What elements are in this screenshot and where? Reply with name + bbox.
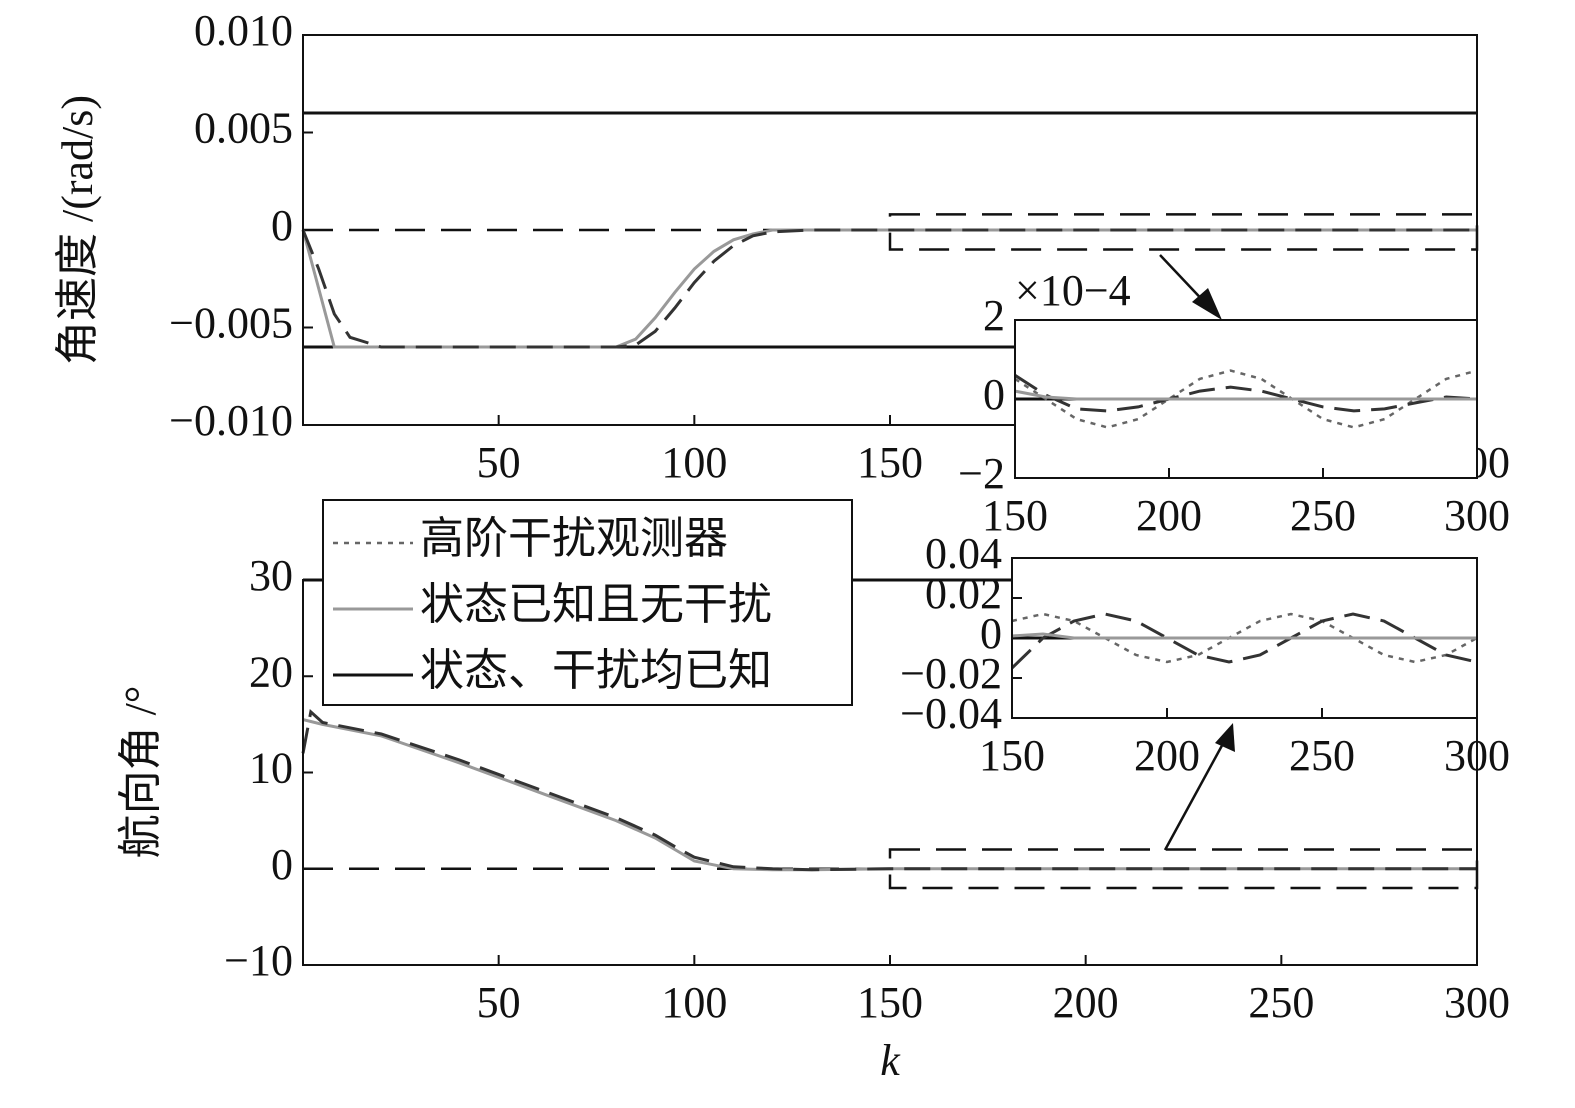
x-tick-label: 200 <box>1134 731 1200 780</box>
y-tick-label: 0 <box>980 609 1002 658</box>
y-tick-label: −0.005 <box>169 299 293 348</box>
y-tick-label: −0.010 <box>169 396 293 445</box>
x-tick-label: 150 <box>857 438 923 487</box>
y-tick-label: 0.005 <box>194 104 293 153</box>
y-tick-label: 2 <box>983 291 1005 340</box>
x-tick-label: 150 <box>857 978 923 1027</box>
x-tick-label: 150 <box>982 491 1048 540</box>
y-tick-label: 30 <box>249 551 293 600</box>
x-axis-label: k <box>880 1036 901 1085</box>
y-tick-label: 0 <box>271 840 293 889</box>
x-tick-label: 200 <box>1053 978 1119 1027</box>
y-tick-label: 0 <box>983 370 1005 419</box>
y-axis-label: 角速度 /(rad/s) <box>53 95 102 365</box>
x-tick-label: 300 <box>1444 491 1510 540</box>
axes-frame <box>302 34 1478 426</box>
x-tick-label: 300 <box>1444 731 1510 780</box>
axis-multiplier: ×10−4 <box>1015 266 1131 315</box>
y-tick-label: 10 <box>249 744 293 793</box>
x-tick-label: 250 <box>1290 491 1356 540</box>
series-line <box>1014 369 1478 429</box>
y-axis-label: 航向角 /° <box>116 686 165 859</box>
x-tick-label: 200 <box>1136 491 1202 540</box>
zoom-arrow-head <box>1215 723 1235 752</box>
y-tick-label: −10 <box>224 936 293 985</box>
x-tick-label: 100 <box>661 978 727 1027</box>
series-line <box>1014 389 1477 401</box>
x-tick-label: 250 <box>1248 978 1314 1027</box>
zoom-box <box>888 213 1479 251</box>
y-tick-label: 0.02 <box>925 569 1002 618</box>
zoom-arrow <box>1163 739 1227 851</box>
x-tick-label: 50 <box>477 438 521 487</box>
y-tick-label: −0.04 <box>900 689 1002 738</box>
x-tick-label: 150 <box>979 731 1045 780</box>
series-line <box>1014 374 1478 413</box>
y-tick-label: −0.02 <box>900 649 1002 698</box>
series-line <box>1011 612 1478 664</box>
series-line <box>1010 612 1478 670</box>
legend-label: 状态、干扰均已知 <box>420 646 772 695</box>
y-tick-label: 0.04 <box>925 529 1002 578</box>
series-line <box>1011 632 1477 640</box>
axes-frame <box>1011 557 1478 719</box>
series-line <box>301 228 1477 349</box>
x-tick-label: 50 <box>477 978 521 1027</box>
y-tick-label: −2 <box>958 449 1005 498</box>
series-line <box>301 709 1477 872</box>
x-tick-label: 100 <box>661 438 727 487</box>
x-tick-label: 250 <box>1289 731 1355 780</box>
zoom-arrow-head <box>1192 288 1222 320</box>
y-tick-label: 0.010 <box>194 6 293 55</box>
axes-frame <box>1014 319 1478 479</box>
legend-label: 状态已知且无干扰 <box>420 580 772 629</box>
axes-frame <box>302 579 1478 966</box>
x-tick-label: 300 <box>1444 978 1510 1027</box>
y-tick-label: 20 <box>249 647 293 696</box>
legend-label: 高阶干扰观测器 <box>420 514 728 563</box>
y-tick-label: 0 <box>271 201 293 250</box>
legend-box <box>322 499 853 706</box>
